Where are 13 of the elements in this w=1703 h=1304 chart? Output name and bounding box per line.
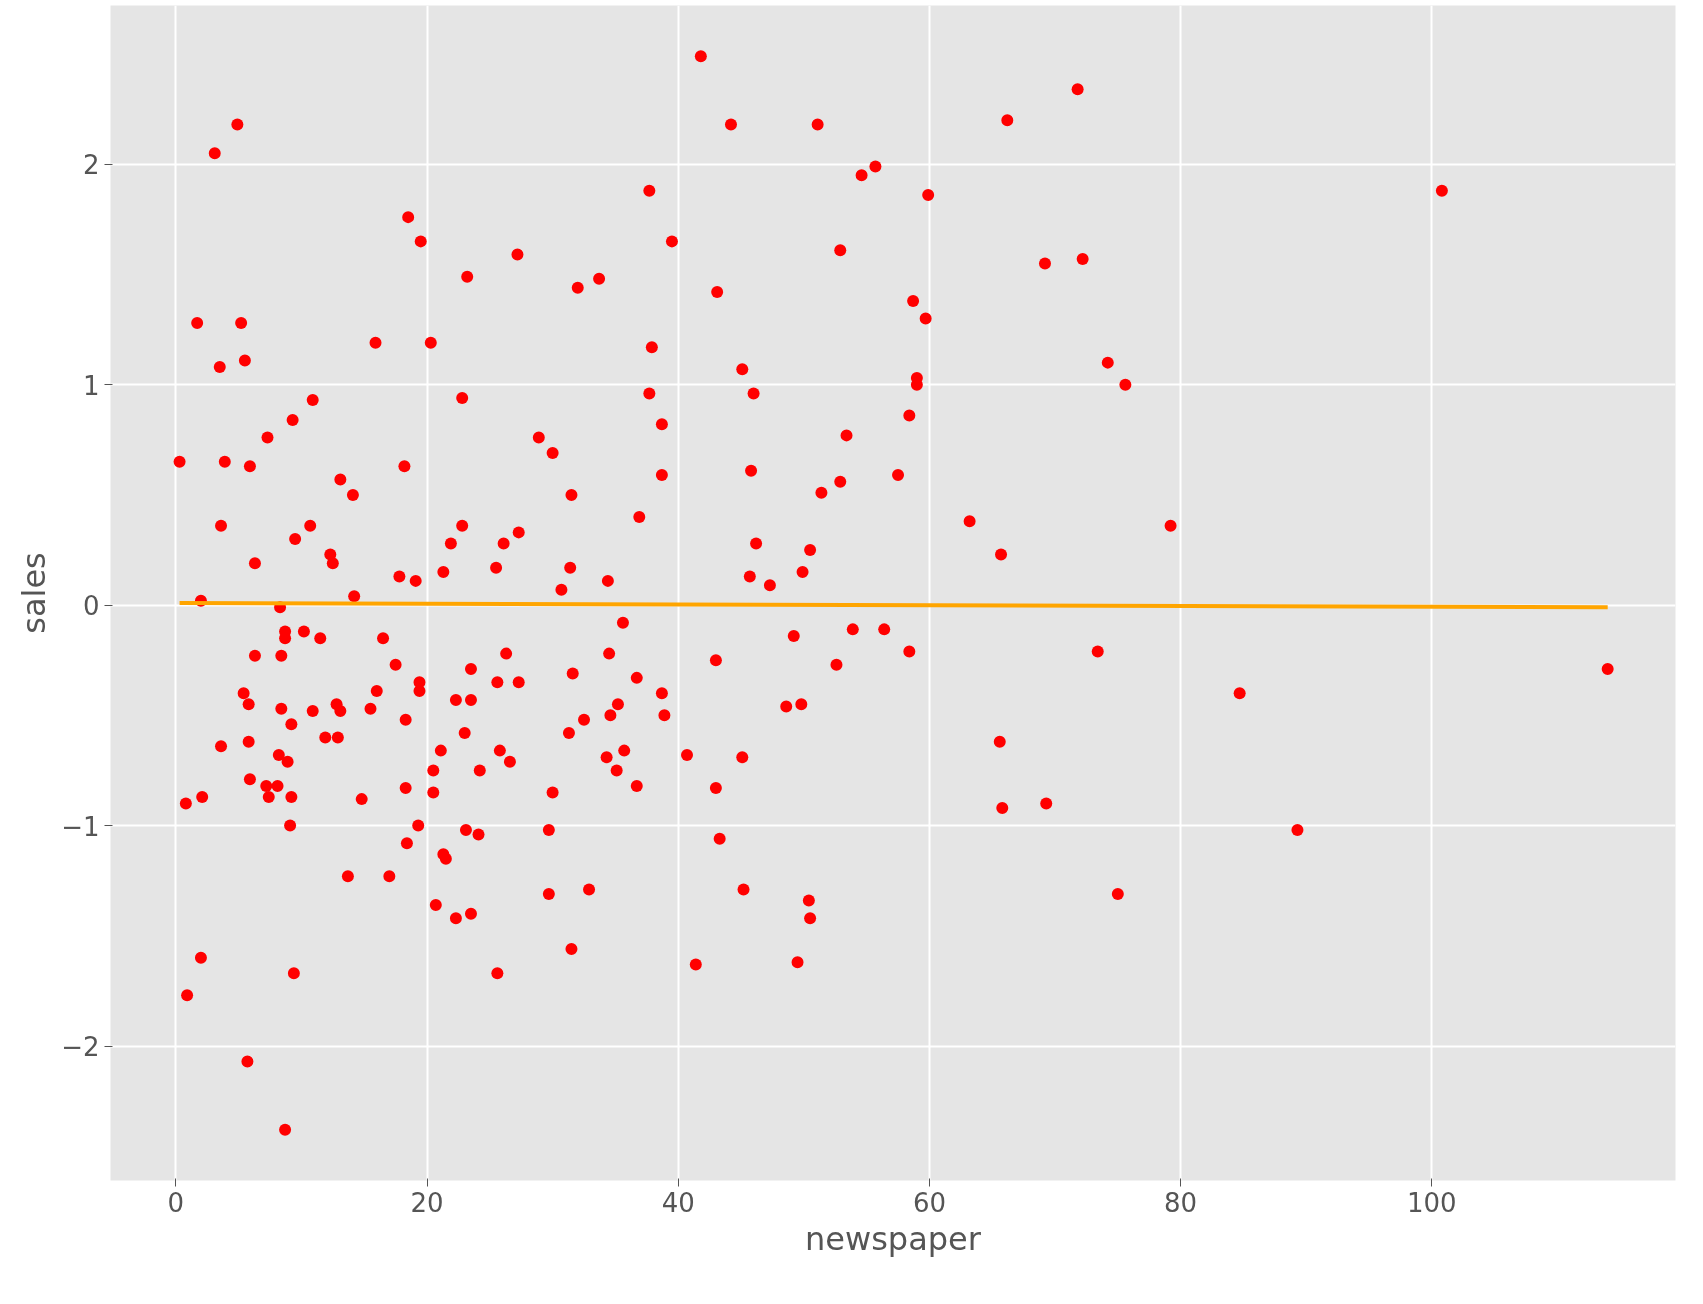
x-axis-title: newspaper bbox=[805, 1219, 982, 1258]
y-axis-title: sales bbox=[15, 552, 54, 634]
x-tick-label: 0 bbox=[167, 1187, 185, 1218]
x-tick-label: 40 bbox=[661, 1187, 695, 1218]
y-tick-label: 2 bbox=[82, 150, 100, 181]
x-tick-label: 80 bbox=[1164, 1187, 1198, 1218]
x-tick-label: 60 bbox=[912, 1187, 946, 1218]
y-tick-label: −2 bbox=[61, 1032, 100, 1063]
y-tick-label: −1 bbox=[61, 811, 100, 842]
y-tick-label: 0 bbox=[82, 591, 100, 622]
x-tick-label: 100 bbox=[1407, 1187, 1457, 1218]
x-tick-label: 20 bbox=[410, 1187, 444, 1218]
y-tick-label: 1 bbox=[82, 370, 100, 401]
